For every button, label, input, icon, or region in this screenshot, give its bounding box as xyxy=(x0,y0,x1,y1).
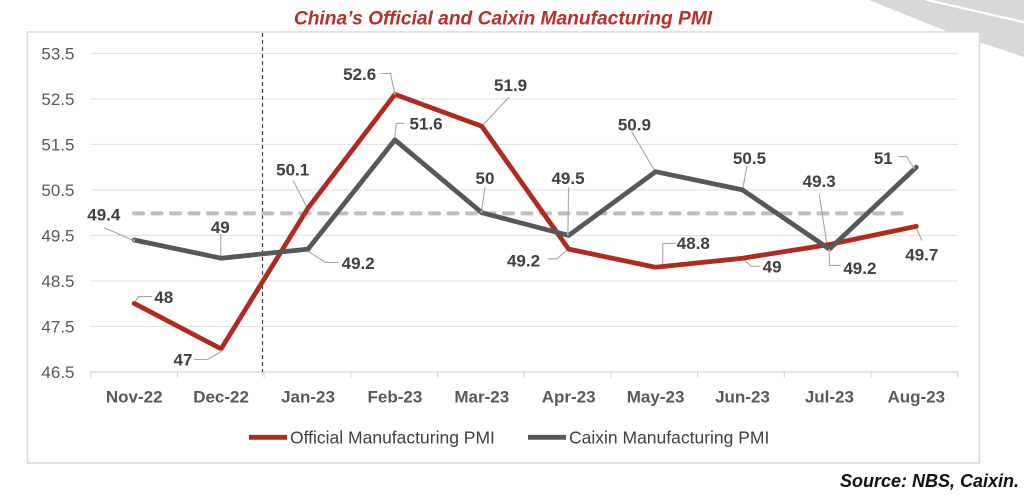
svg-text:49.2: 49.2 xyxy=(843,259,876,278)
svg-text:46.5: 46.5 xyxy=(41,363,74,382)
svg-text:50.9: 50.9 xyxy=(618,116,651,135)
svg-text:Aug-23: Aug-23 xyxy=(887,388,945,407)
svg-text:47.5: 47.5 xyxy=(41,317,74,336)
svg-text:49.3: 49.3 xyxy=(803,172,836,191)
svg-text:49: 49 xyxy=(211,218,230,237)
svg-text:51.9: 51.9 xyxy=(494,76,527,95)
svg-text:49.2: 49.2 xyxy=(342,254,375,273)
svg-text:49.4: 49.4 xyxy=(87,206,121,225)
svg-text:48.5: 48.5 xyxy=(41,272,74,291)
svg-text:49.2: 49.2 xyxy=(507,252,540,271)
svg-text:49: 49 xyxy=(763,258,782,277)
svg-text:50.5: 50.5 xyxy=(733,149,766,168)
svg-text:49.5: 49.5 xyxy=(551,169,584,188)
svg-text:48.8: 48.8 xyxy=(677,234,710,253)
svg-text:Jun-23: Jun-23 xyxy=(715,388,770,407)
svg-text:53.5: 53.5 xyxy=(41,44,74,63)
svg-text:50.5: 50.5 xyxy=(41,181,74,200)
svg-text:Mar-23: Mar-23 xyxy=(454,388,509,407)
svg-text:Feb-23: Feb-23 xyxy=(368,388,423,407)
svg-text:49.5: 49.5 xyxy=(41,226,74,245)
svg-text:48: 48 xyxy=(154,288,173,307)
svg-text:51.5: 51.5 xyxy=(41,135,74,154)
svg-text:50.1: 50.1 xyxy=(276,161,309,180)
svg-text:Caixin Manufacturing PMI: Caixin Manufacturing PMI xyxy=(569,428,769,448)
svg-text:51.6: 51.6 xyxy=(410,114,443,133)
svg-text:49.7: 49.7 xyxy=(905,246,938,265)
svg-text:Jan-23: Jan-23 xyxy=(281,388,335,407)
svg-text:52.5: 52.5 xyxy=(41,90,74,109)
svg-text:Nov-22: Nov-22 xyxy=(106,388,163,407)
svg-text:51: 51 xyxy=(874,149,893,168)
svg-text:Apr-23: Apr-23 xyxy=(542,388,596,407)
svg-text:Official Manufacturing PMI: Official Manufacturing PMI xyxy=(290,428,495,448)
svg-text:Dec-22: Dec-22 xyxy=(193,388,249,407)
svg-text:47: 47 xyxy=(174,351,193,370)
svg-text:Jul-23: Jul-23 xyxy=(805,388,854,407)
svg-text:Source: NBS, Caixin.: Source: NBS, Caixin. xyxy=(840,471,1019,491)
svg-text:52.6: 52.6 xyxy=(343,65,376,84)
svg-text:50: 50 xyxy=(476,169,495,188)
svg-text:China’s Official and Caixin Ma: China’s Official and Caixin Manufacturin… xyxy=(294,9,713,30)
svg-text:May-23: May-23 xyxy=(627,388,685,407)
